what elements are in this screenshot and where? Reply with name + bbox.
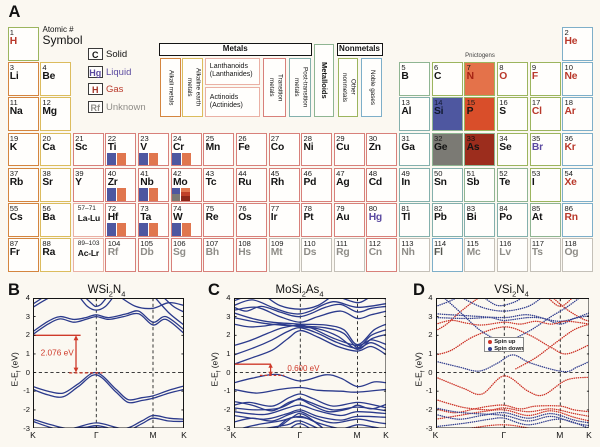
- svg-text:2.076 eV: 2.076 eV: [41, 347, 75, 357]
- svg-text:0.600 eV: 0.600 eV: [287, 364, 320, 373]
